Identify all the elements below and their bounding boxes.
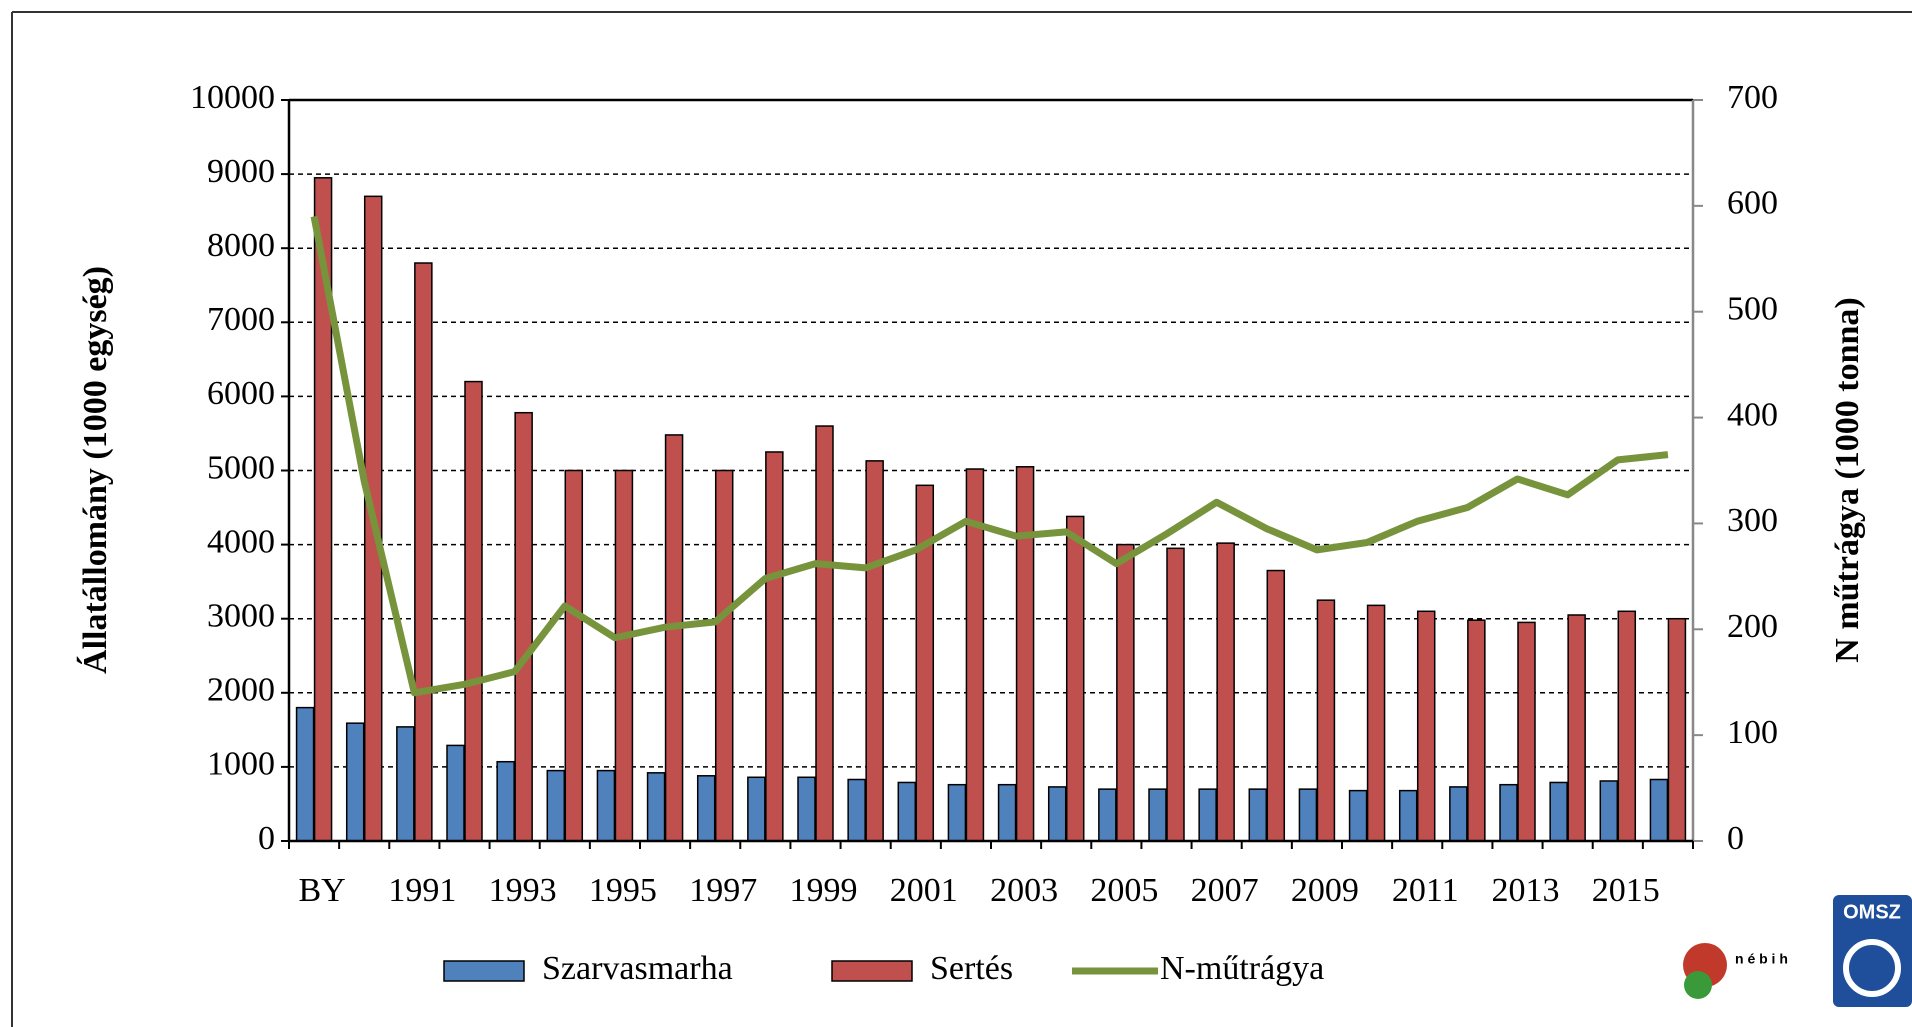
nebih-logo: n é b i h: [1683, 943, 1788, 999]
y2-axis-label: N műtrágya (1000 tonna): [1829, 297, 1866, 662]
bar: [1599, 780, 1619, 842]
bar: [1649, 778, 1669, 842]
x-tick-label: BY: [298, 872, 345, 909]
x-tick-label: 2005: [1090, 872, 1158, 909]
bar: [295, 706, 315, 842]
bar: [1517, 621, 1536, 842]
y-tick-label: 0: [258, 820, 275, 857]
line: [310, 215, 1669, 697]
bar: [546, 769, 566, 842]
legend-label: Sertés: [930, 950, 1013, 987]
bar: [496, 760, 515, 842]
x-tick-label: 2009: [1291, 872, 1359, 909]
logo-text: n é b i h: [1735, 951, 1788, 967]
bar: [1266, 569, 1286, 842]
x-tick-label: 2007: [1191, 872, 1259, 909]
x-tick-label: 1997: [689, 872, 757, 909]
y-tick-label: 10000: [190, 79, 275, 116]
y2-tick-label: 500: [1727, 291, 1778, 328]
y-tick-label: 8000: [207, 227, 275, 264]
bar: [1567, 614, 1586, 842]
bar: [696, 775, 716, 842]
bar: [664, 434, 684, 842]
y-tick-label: 3000: [207, 597, 275, 634]
bar: [345, 722, 365, 842]
x-tick-label: 1993: [489, 872, 557, 909]
bar: [1065, 515, 1085, 842]
bar: [1047, 786, 1067, 842]
bar: [464, 380, 483, 842]
bar: [897, 781, 917, 842]
bar: [1449, 786, 1468, 842]
x-tick-label: 2001: [890, 872, 958, 909]
bar: [1316, 599, 1336, 842]
bar: [1549, 781, 1568, 842]
y-tick-label: 4000: [207, 523, 275, 560]
bar: [1198, 788, 1217, 842]
bar: [1348, 789, 1368, 842]
omsz-logo: OMSZ: [1833, 895, 1912, 1007]
y2-tick-label: 700: [1727, 79, 1778, 116]
bar: [815, 425, 834, 842]
bar: [1216, 542, 1235, 842]
x-tick-label: 1991: [388, 872, 456, 909]
y-tick-label: 5000: [207, 449, 275, 486]
bar: [414, 262, 433, 842]
y2-tick-label: 100: [1727, 714, 1778, 751]
bar: [865, 460, 884, 842]
bar: [1617, 610, 1637, 842]
bar: [1416, 610, 1436, 842]
x-tick-label: 1999: [790, 872, 858, 909]
legend-label: N-műtrágya: [1160, 950, 1324, 987]
y-tick-label: 1000: [207, 746, 275, 783]
y2-tick-label: 0: [1727, 820, 1744, 857]
bar: [446, 744, 465, 842]
bar: [1667, 617, 1687, 842]
y-tick-label: 2000: [207, 672, 275, 709]
y2-tick-label: 600: [1727, 185, 1778, 222]
x-tick-label: 2013: [1492, 872, 1560, 909]
bar: [596, 769, 616, 842]
bar: [396, 726, 415, 842]
bar: [1298, 788, 1318, 842]
bar: [1116, 543, 1135, 842]
bar: [947, 783, 967, 842]
x-tick-label: 2003: [990, 872, 1058, 909]
bar: [997, 783, 1017, 842]
bar: [1366, 604, 1386, 842]
x-tick-label: 2015: [1592, 872, 1660, 909]
y-tick-label: 9000: [207, 153, 275, 190]
legend-swatch: [443, 960, 525, 982]
bar: [1166, 547, 1185, 842]
bar: [1015, 466, 1035, 842]
bar: [1467, 619, 1486, 842]
y2-tick-label: 400: [1727, 396, 1778, 433]
bar: [847, 778, 866, 842]
bar: [1098, 788, 1117, 842]
y-tick-label: 6000: [207, 375, 275, 412]
y2-tick-label: 200: [1727, 608, 1778, 645]
bar: [765, 451, 784, 842]
bar: [614, 469, 634, 842]
bar: [1148, 788, 1167, 842]
bar: [1499, 783, 1518, 842]
bar: [564, 469, 584, 842]
bar: [646, 772, 666, 842]
legend-swatch: [831, 960, 913, 982]
y2-tick-label: 300: [1727, 502, 1778, 539]
bar: [1248, 788, 1268, 842]
y-axis-label: Állatállomány (1000 egység): [77, 266, 114, 674]
x-tick-label: 1995: [589, 872, 657, 909]
y-tick-label: 7000: [207, 301, 275, 338]
legend-label: Szarvasmarha: [542, 950, 733, 987]
bar: [714, 469, 734, 842]
x-tick-label: 2011: [1392, 872, 1459, 909]
logo-text: OMSZ: [1843, 901, 1901, 923]
bar: [1398, 789, 1418, 842]
bar: [747, 776, 766, 842]
bar: [514, 411, 533, 842]
bar: [797, 776, 816, 842]
